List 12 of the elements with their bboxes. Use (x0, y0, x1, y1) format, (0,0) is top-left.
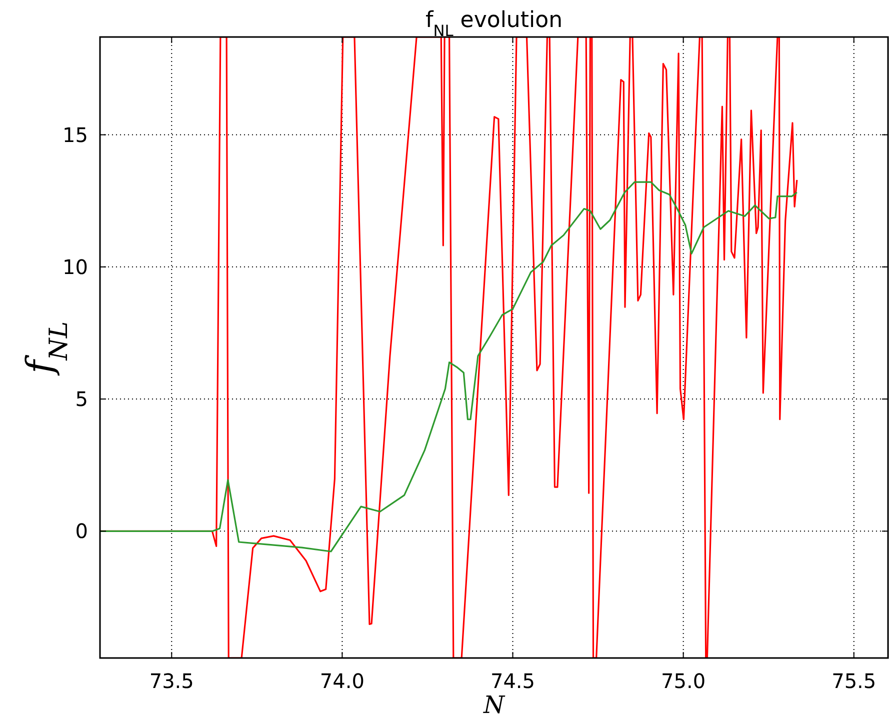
chart-title: f$_{NL}$ evolution (425, 8, 563, 40)
y-tick-label: 15 (62, 122, 88, 147)
y-tick-label: 0 (75, 519, 88, 544)
x-tick-label: 75.5 (832, 669, 876, 693)
x-tick-label: 73.5 (149, 669, 194, 693)
line-series (100, 181, 798, 552)
x-tick-label: 75.0 (661, 669, 706, 693)
x-tick-label: 74.5 (490, 669, 536, 693)
x-axis-title: N (482, 691, 506, 719)
x-tick-label: 74.0 (320, 669, 364, 693)
y-tick-label: 10 (62, 254, 88, 279)
y-tick-label: 5 (75, 387, 88, 412)
